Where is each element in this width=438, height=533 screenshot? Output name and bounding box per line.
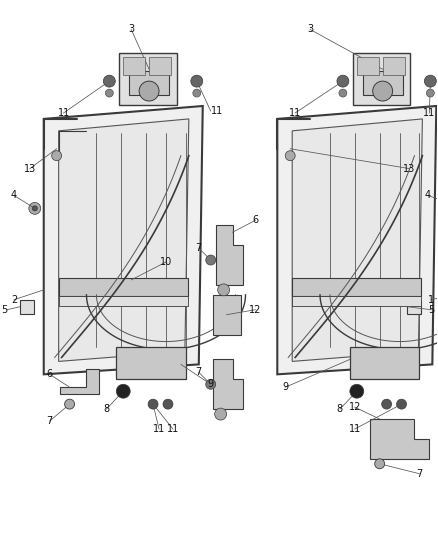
Circle shape — [65, 399, 74, 409]
Text: 8: 8 — [103, 404, 110, 414]
Bar — [383, 57, 405, 75]
Polygon shape — [59, 119, 189, 361]
Circle shape — [206, 379, 215, 389]
Circle shape — [381, 399, 392, 409]
Text: 13: 13 — [24, 164, 36, 174]
Circle shape — [29, 203, 41, 214]
Polygon shape — [44, 106, 203, 374]
Text: 11: 11 — [349, 424, 361, 434]
Bar — [59, 278, 188, 296]
Text: 11: 11 — [211, 106, 223, 116]
Text: 6: 6 — [46, 369, 53, 379]
Circle shape — [106, 89, 113, 97]
Bar — [407, 300, 421, 314]
Text: 11: 11 — [57, 108, 70, 118]
Text: 7: 7 — [196, 243, 202, 253]
Text: 7: 7 — [46, 416, 53, 426]
Bar — [213, 295, 240, 335]
Circle shape — [373, 81, 392, 101]
Bar — [117, 348, 186, 379]
Text: 11: 11 — [423, 108, 435, 118]
Circle shape — [191, 75, 203, 87]
Bar — [363, 71, 403, 95]
Circle shape — [103, 75, 115, 87]
Text: 12: 12 — [249, 305, 261, 314]
Bar — [20, 300, 34, 314]
Text: 3: 3 — [128, 25, 134, 35]
Text: 8: 8 — [337, 404, 343, 414]
Text: 9: 9 — [282, 382, 288, 392]
Circle shape — [148, 399, 158, 409]
Text: 13: 13 — [403, 164, 416, 174]
Circle shape — [339, 89, 347, 97]
Polygon shape — [60, 369, 99, 394]
Bar — [59, 296, 188, 306]
Text: 11: 11 — [167, 424, 179, 434]
Circle shape — [426, 89, 434, 97]
Bar — [129, 71, 169, 95]
Text: 3: 3 — [307, 25, 313, 35]
Text: 5: 5 — [428, 305, 434, 314]
Text: 5: 5 — [1, 305, 7, 314]
Polygon shape — [215, 225, 243, 285]
Text: 10: 10 — [160, 257, 172, 267]
Circle shape — [218, 284, 230, 296]
Bar — [292, 296, 421, 306]
Circle shape — [396, 399, 406, 409]
Text: 6: 6 — [252, 215, 258, 225]
Bar — [123, 57, 145, 75]
Bar — [350, 348, 420, 379]
Bar — [357, 57, 379, 75]
Text: 2: 2 — [11, 295, 17, 305]
Circle shape — [193, 89, 201, 97]
Circle shape — [215, 408, 226, 420]
Bar — [149, 57, 171, 75]
Circle shape — [206, 255, 215, 265]
Text: 7: 7 — [416, 469, 423, 479]
Polygon shape — [213, 359, 243, 409]
Text: 12: 12 — [349, 402, 361, 412]
Bar — [353, 53, 410, 105]
Text: 9: 9 — [208, 379, 214, 389]
Circle shape — [117, 384, 130, 398]
Text: 11: 11 — [289, 108, 301, 118]
Polygon shape — [292, 119, 422, 361]
Polygon shape — [277, 106, 436, 374]
Circle shape — [32, 206, 37, 211]
Text: 4: 4 — [11, 190, 17, 200]
Circle shape — [163, 399, 173, 409]
Circle shape — [350, 384, 364, 398]
Circle shape — [374, 459, 385, 469]
Circle shape — [139, 81, 159, 101]
Circle shape — [424, 75, 436, 87]
Circle shape — [52, 151, 62, 160]
Text: 11: 11 — [153, 424, 165, 434]
Circle shape — [285, 151, 295, 160]
Text: 1: 1 — [428, 295, 434, 305]
Bar — [292, 278, 421, 296]
Bar — [119, 53, 177, 105]
Polygon shape — [370, 419, 429, 459]
Text: 7: 7 — [196, 367, 202, 377]
Circle shape — [337, 75, 349, 87]
Text: 4: 4 — [424, 190, 431, 200]
